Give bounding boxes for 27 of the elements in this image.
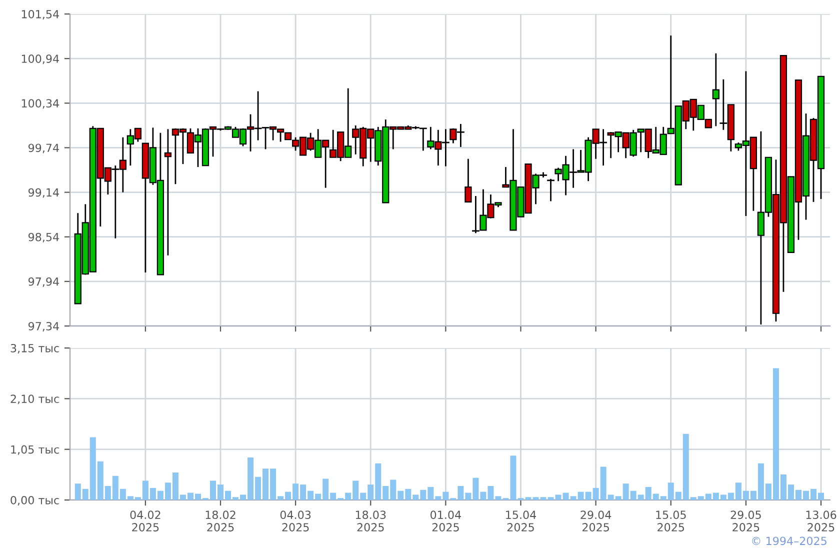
text: © 1994–2025	[752, 536, 826, 546]
x-tick-label: 15.04 2025	[506, 510, 536, 532]
y-tick-label: 1,05 тыс	[11, 445, 59, 455]
y-tick-label: 2,10 тыс	[10, 394, 59, 404]
y-tick-label: 98,54	[28, 232, 59, 242]
x-tick-label: 04.03 2025	[280, 510, 311, 532]
x-tick-label: 29.04 2025	[580, 510, 612, 532]
y-tick-label: 100,94	[22, 54, 59, 64]
y-tick-label: 101,54	[22, 10, 59, 20]
candlestick	[547, 178, 554, 202]
x-tick-label: 01.04 2025	[430, 510, 461, 532]
x-tick-label: 29.05 2025	[730, 510, 761, 532]
y-tick-label: 99,14	[28, 188, 59, 198]
candlestick	[464, 158, 472, 203]
candlestick	[712, 52, 720, 127]
y-tick-label: 97,94	[28, 277, 59, 287]
y-tick-label: 99,74	[28, 144, 59, 154]
y-tick-label: 3,15 тыс	[10, 344, 59, 354]
x-tick-label: 18.03 2025	[356, 510, 386, 532]
x-tick-label: 15.05 2025	[656, 510, 686, 532]
x-tick-label: 13.06 2025	[806, 510, 836, 532]
y-tick-label: 100,34	[22, 99, 59, 109]
x-tick-label: 18.02 2025	[206, 510, 236, 532]
x-tick-label: 04.02 2025	[130, 510, 160, 532]
candlestick	[164, 128, 172, 256]
y-tick-label: 97,34	[28, 322, 59, 332]
y-tick-label: 0,00 тыс	[10, 496, 59, 506]
